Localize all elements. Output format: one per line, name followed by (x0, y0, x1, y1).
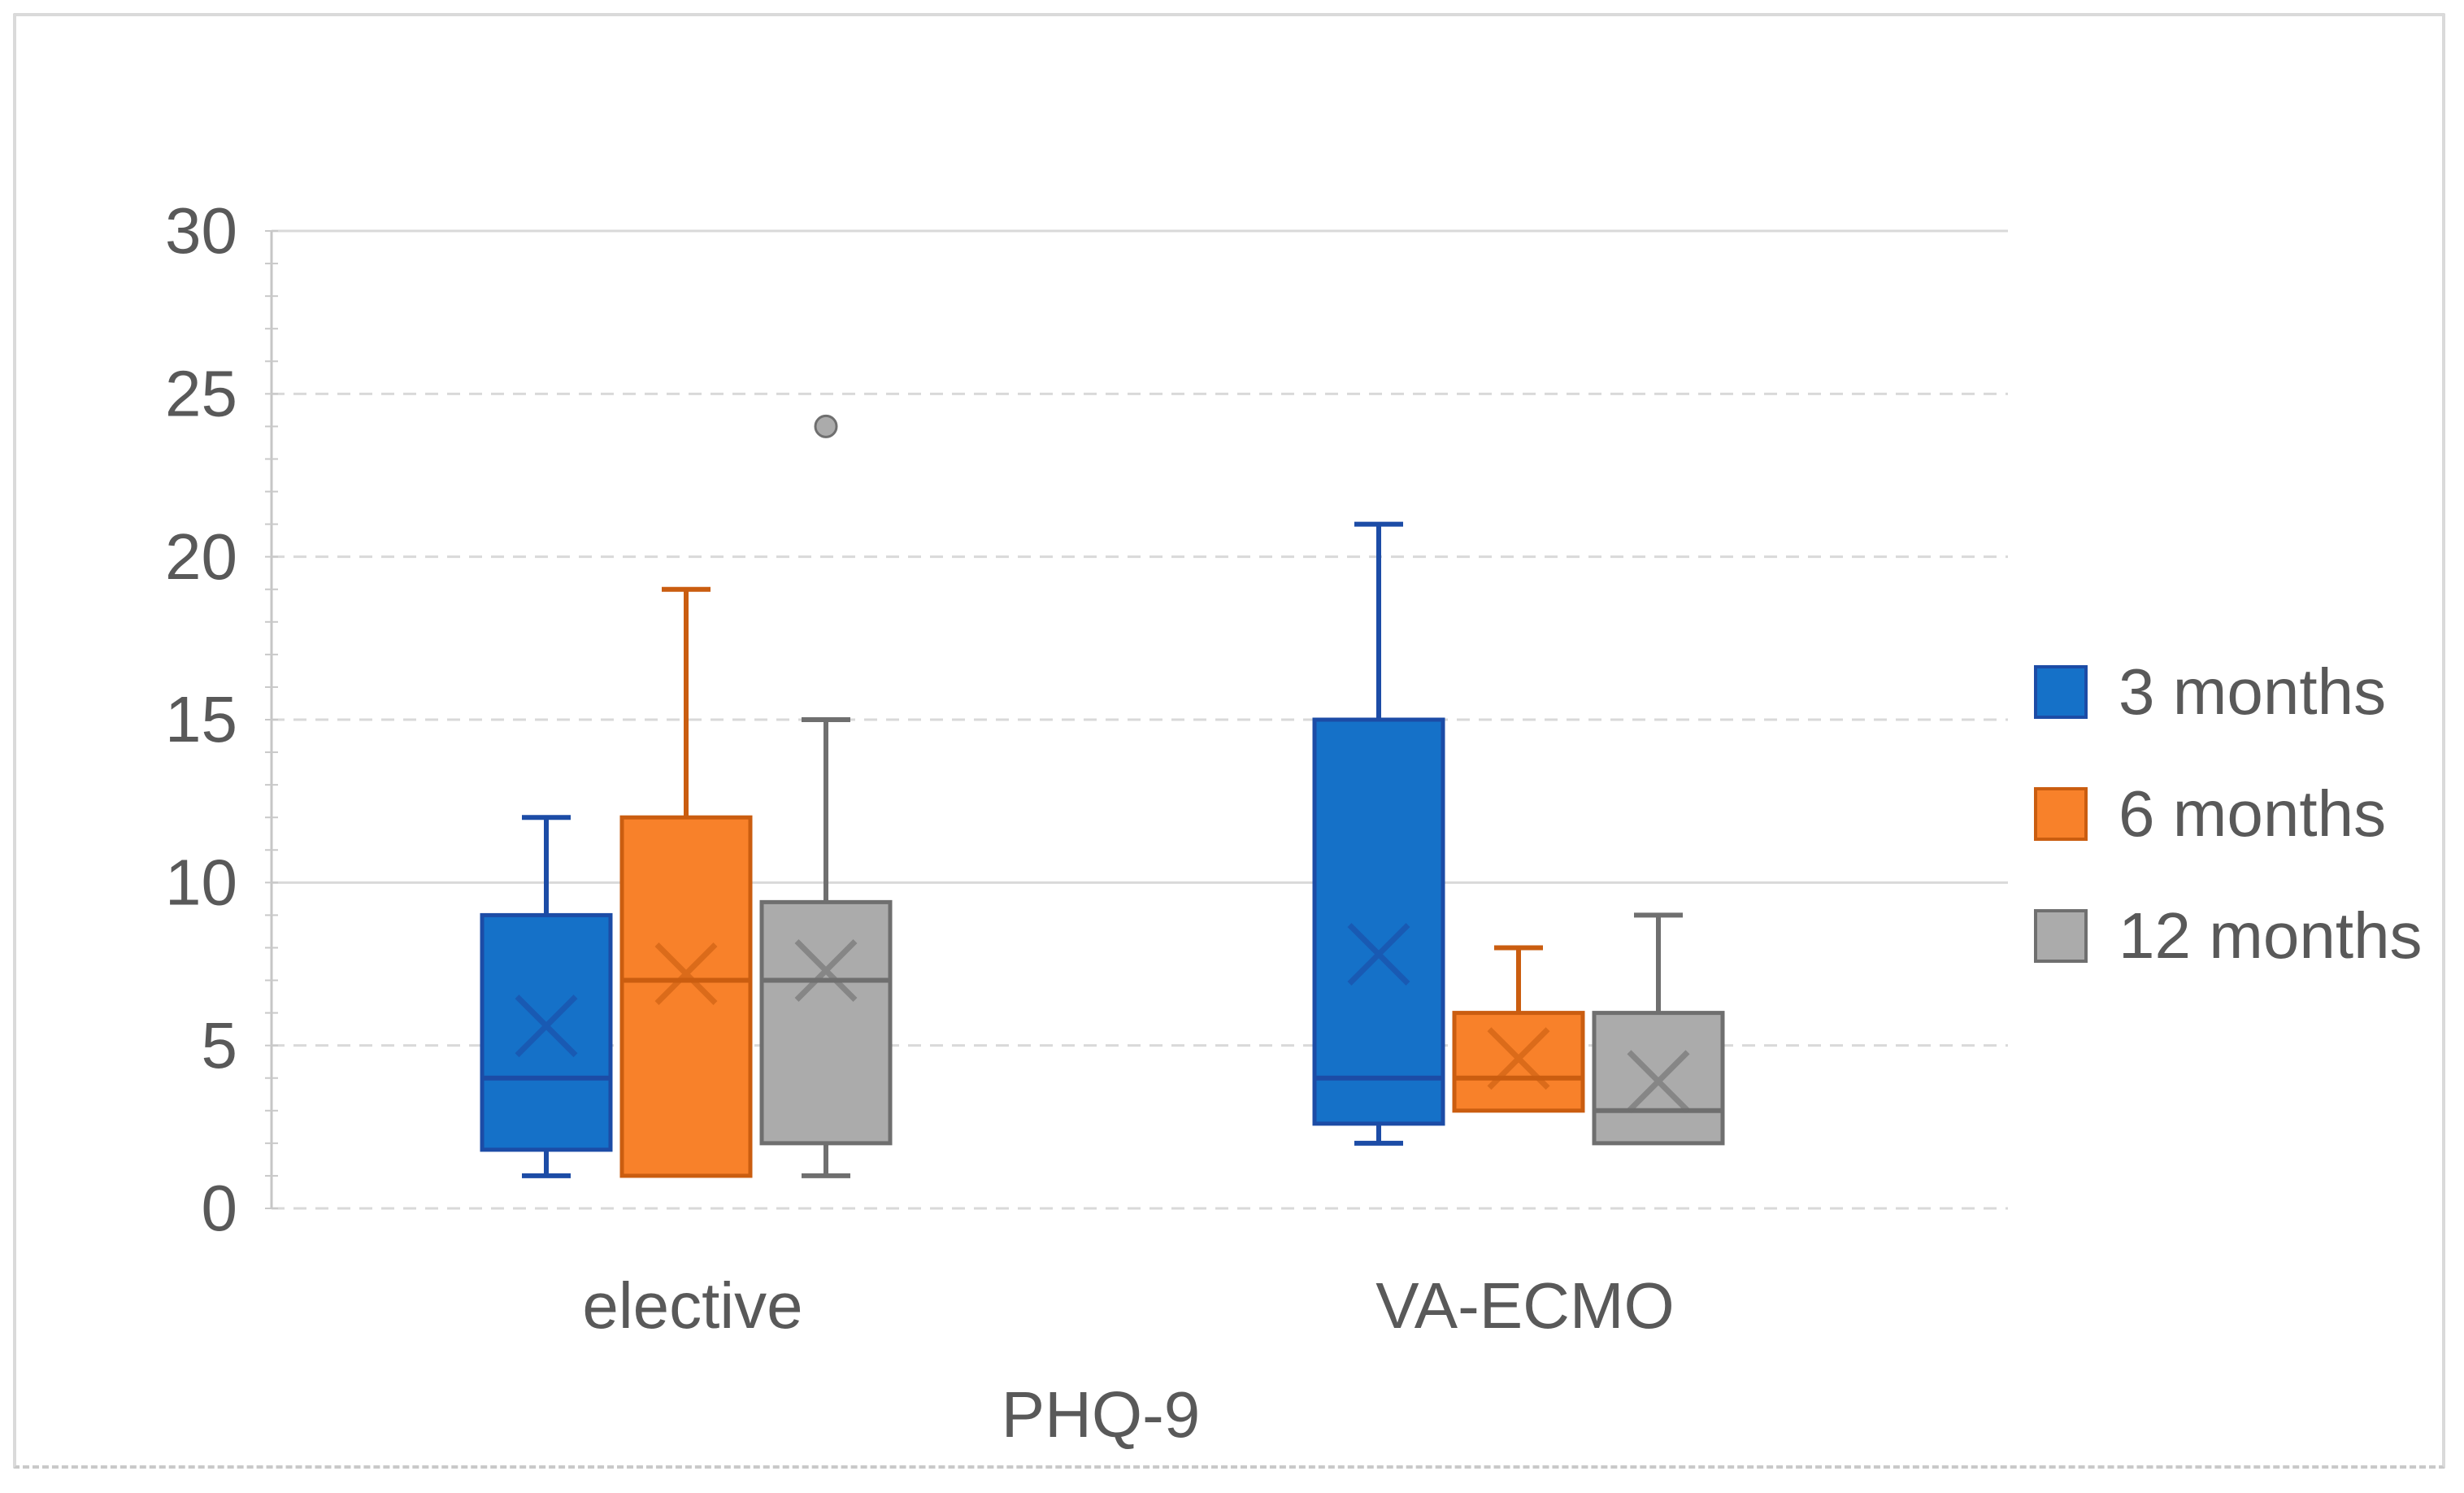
box-3-months-elective (480, 815, 613, 1178)
mean-marker (654, 942, 718, 1005)
mean-marker (1347, 923, 1410, 986)
y-tick-label-30: 30 (165, 194, 237, 267)
box-6-months-VA-ECMO (1452, 945, 1585, 1113)
category-label-va-ecmo: VA-ECMO (1375, 1269, 1675, 1342)
legend-swatch-3-months (2034, 665, 2088, 719)
legend: 3 months 6 months 12 months (2034, 655, 2423, 1021)
y-tick-label-25: 25 (165, 357, 237, 429)
mean-marker (1627, 1050, 1690, 1113)
box-3-months-VA-ECMO (1312, 521, 1445, 1146)
category-label-elective: elective (582, 1269, 803, 1342)
legend-swatch-12-months (2034, 909, 2088, 963)
legend-swatch-6-months (2034, 787, 2088, 841)
iqr-box (759, 899, 893, 1146)
legend-label-3-months: 3 months (2119, 655, 2387, 728)
y-tick-label-10: 10 (165, 846, 237, 918)
mean-marker (515, 995, 578, 1058)
outlier-point (814, 414, 838, 438)
legend-item-3-months: 3 months (2034, 655, 2423, 729)
legend-label-6-months: 6 months (2119, 777, 2387, 850)
x-axis-title: PHQ-9 (1001, 1378, 1201, 1451)
box-6-months-elective (619, 586, 753, 1178)
legend-item-6-months: 6 months (2034, 777, 2423, 851)
y-tick-label-15: 15 (165, 683, 237, 755)
box-12-months-VA-ECMO (1592, 912, 1725, 1146)
mean-marker (794, 939, 858, 1002)
mean-marker (1487, 1027, 1550, 1090)
legend-item-12-months: 12 months (2034, 899, 2423, 973)
y-tick-label-20: 20 (165, 520, 237, 593)
y-tick-label-5: 5 (202, 1009, 238, 1082)
box-12-months-elective (759, 414, 893, 1178)
y-tick-label-0: 0 (202, 1172, 238, 1244)
iqr-box (619, 815, 753, 1178)
iqr-box (1312, 717, 1445, 1126)
legend-label-12-months: 12 months (2119, 899, 2423, 972)
iqr-box (480, 912, 613, 1152)
